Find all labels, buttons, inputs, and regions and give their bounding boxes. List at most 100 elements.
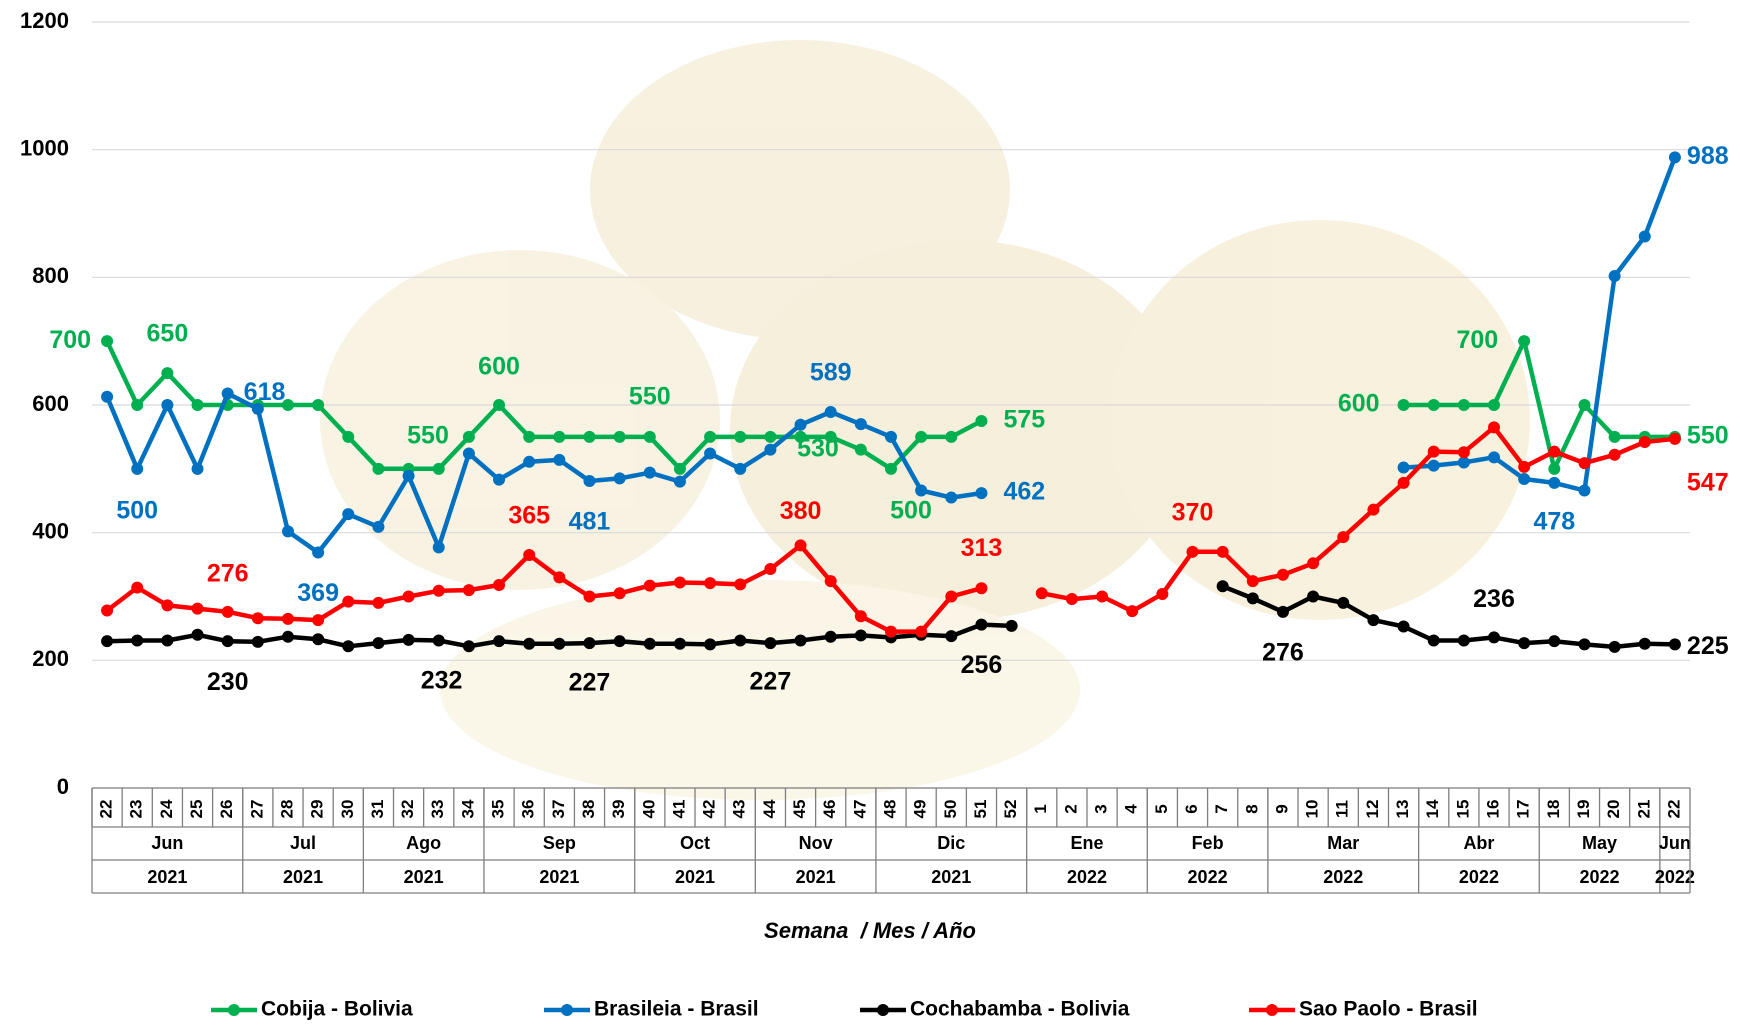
point (101, 390, 114, 403)
year-label: 2021 (147, 867, 187, 887)
x-tick-label: 12 (1363, 800, 1382, 819)
point (1367, 503, 1380, 516)
point (251, 635, 264, 648)
x-tick-label: 27 (247, 800, 266, 819)
point (281, 612, 294, 625)
point (1216, 580, 1229, 593)
x-tick-label: 34 (458, 799, 477, 818)
point (764, 443, 777, 456)
point (342, 595, 355, 608)
data-label: 650 (147, 320, 189, 348)
x-tick-label: 37 (549, 800, 568, 819)
point (975, 582, 988, 595)
point (1457, 634, 1470, 647)
point (1307, 590, 1320, 603)
y-tick-label: 400 (32, 518, 69, 543)
point (854, 418, 867, 431)
point (342, 430, 355, 443)
point (342, 640, 355, 653)
point (1578, 484, 1591, 497)
point (1156, 587, 1169, 600)
point (643, 637, 656, 650)
point (1397, 399, 1410, 411)
point (523, 455, 536, 468)
point (824, 630, 837, 643)
point (1548, 445, 1561, 458)
point (251, 612, 264, 625)
data-label: 530 (797, 434, 839, 462)
data-label: 230 (207, 668, 249, 696)
point (1397, 461, 1410, 474)
point (1427, 634, 1440, 647)
month-label: Ago (406, 833, 441, 853)
point (1246, 592, 1259, 605)
x-tick-label: 19 (1574, 800, 1593, 819)
data-label: 256 (961, 651, 1003, 679)
point (1276, 568, 1289, 581)
y-tick-label: 600 (32, 391, 69, 416)
year-label: 2022 (1655, 867, 1695, 887)
y-tick-label: 800 (32, 263, 69, 288)
month-label: May (1582, 833, 1617, 853)
point (493, 473, 506, 486)
data-label: 380 (780, 497, 822, 525)
x-tick-label: 29 (308, 800, 327, 819)
point (1518, 335, 1531, 348)
x-tick-label: 31 (368, 800, 387, 819)
point (131, 462, 144, 475)
point (854, 629, 867, 642)
data-label: 589 (810, 359, 852, 387)
point (1518, 637, 1531, 650)
point (432, 584, 445, 597)
year-label: 2022 (1188, 867, 1228, 887)
data-label: 500 (890, 496, 932, 524)
point (523, 430, 536, 443)
x-tick-label: 14 (1423, 799, 1442, 818)
point (643, 579, 656, 592)
point (704, 577, 717, 590)
point (643, 430, 656, 443)
point (734, 430, 747, 443)
month-label: Sep (543, 833, 576, 853)
point (1578, 457, 1591, 470)
point (372, 637, 385, 650)
month-label: Mar (1327, 833, 1359, 853)
point (1578, 399, 1591, 411)
x-tick-label: 21 (1634, 800, 1653, 819)
point (1608, 640, 1621, 653)
point (1276, 605, 1289, 618)
point (281, 525, 294, 538)
point (583, 430, 596, 443)
point (1668, 638, 1681, 651)
month-label: Jun (151, 833, 183, 853)
data-label: 988 (1687, 142, 1729, 170)
point (191, 462, 204, 475)
legend-label: Cochabamba - Bolivia (910, 998, 1130, 1021)
y-tick-label: 1200 (20, 8, 69, 33)
point (824, 430, 837, 443)
point (402, 633, 415, 646)
data-label: 547 (1687, 468, 1729, 496)
point (1096, 590, 1109, 603)
x-tick-label: 23 (127, 800, 146, 819)
point (101, 635, 114, 648)
data-label: 478 (1533, 507, 1575, 535)
point (1638, 637, 1651, 650)
point (523, 549, 536, 562)
point (1488, 631, 1501, 644)
x-tick-label: 5 (1152, 804, 1171, 813)
point (1065, 593, 1078, 606)
point (915, 625, 928, 638)
point (191, 602, 204, 615)
x-tick-label: 45 (790, 800, 809, 819)
point (462, 584, 475, 597)
data-label: 550 (1687, 422, 1729, 450)
data-label: 600 (1338, 390, 1380, 418)
x-tick-label: 3 (1092, 804, 1111, 813)
point (583, 474, 596, 487)
point (161, 634, 174, 647)
point (221, 605, 234, 618)
point (1427, 399, 1440, 411)
point (945, 630, 958, 643)
point (613, 472, 626, 485)
